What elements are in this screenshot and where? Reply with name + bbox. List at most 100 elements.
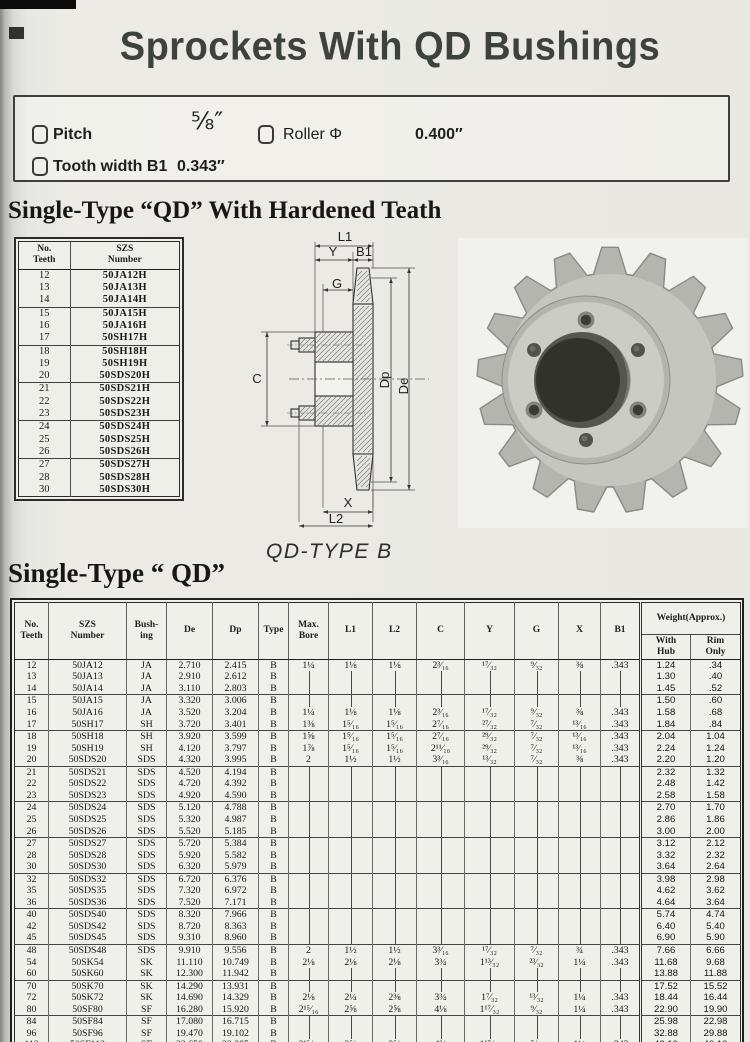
cell-weight-with-hub: 4.64: [639, 896, 691, 909]
cell-l1: [328, 671, 373, 683]
cell-weight-rim-only: 1.20: [690, 754, 741, 767]
cell-weight-with-hub: 18.44: [639, 992, 691, 1004]
cell-teeth: 54: [26, 956, 37, 968]
cell-de: 3.110: [166, 682, 213, 695]
cell-dp: 22.285: [212, 1039, 259, 1042]
cell-y: [464, 861, 515, 874]
cell-g: ¹³⁄₃₂: [514, 992, 559, 1004]
cell-l2: [372, 979, 417, 993]
cell-x: ⅜: [558, 658, 601, 672]
cell-type: B: [258, 789, 289, 802]
cell-c: 3³⁄₁₆: [416, 754, 465, 767]
cell-de: 4.120: [166, 742, 213, 755]
cell-x: [558, 932, 601, 945]
cell-max-bore: [288, 849, 329, 862]
cell-g: [514, 1015, 559, 1029]
cell-type: B: [258, 1027, 289, 1040]
cell-type: B: [258, 896, 289, 909]
cell-szs-number: 50SK70: [48, 979, 127, 993]
cell-c: [416, 825, 465, 838]
cell-x: ¾: [558, 943, 601, 957]
cell-max-bore: [288, 908, 329, 922]
cell-x: ¹³⁄₁₆: [558, 742, 601, 755]
cell-szs-number: 50SDS23: [48, 789, 127, 802]
cell-type: B: [258, 671, 289, 683]
cell-l1: [328, 682, 373, 695]
cell-l2: [372, 789, 417, 802]
scan-edge-mark: [9, 27, 24, 39]
cell-bushing: SF: [126, 1015, 167, 1028]
cell-teeth: 17: [39, 332, 50, 344]
cell-l2: 1½: [372, 754, 417, 767]
cell-szs-number: 50SK60: [48, 968, 127, 981]
cell-type: B: [258, 1003, 289, 1016]
sprocket-row: 25 50SDS25 SDS 5.320 4.987 B 2.86 1.86: [15, 813, 741, 826]
cell-teeth: 15: [14, 694, 49, 708]
cell-de: 6.720: [166, 872, 213, 886]
cell-szs-number: 50SDS42: [48, 920, 127, 933]
cell-szs-number: 50SDS23H: [69, 408, 180, 421]
cell-l1: 2⅝: [328, 1003, 373, 1016]
cell-teeth: 21: [18, 382, 71, 396]
cell-teeth: 21: [14, 765, 49, 779]
sprocket-row: 28 50SDS28 SDS 5.920 5.582 B 3.32 2.32: [15, 849, 741, 862]
cell-weight-with-hub: 3.12: [639, 837, 691, 850]
dim-label-y: Y: [329, 244, 338, 259]
cell-x: [558, 778, 601, 790]
cell-max-bore: 1¼: [288, 658, 329, 672]
cell-max-bore: [288, 968, 329, 981]
cell-c: [416, 861, 465, 874]
cell-c: [416, 896, 465, 909]
cell-weight-rim-only: 1.42: [690, 778, 741, 790]
cell-y: [464, 778, 515, 790]
col-header-rim-only: Rim Only: [690, 634, 741, 660]
cell-dp: 3.204: [212, 707, 259, 719]
sprocket-row: 16 50JA16 JA 3.520 3.204 B 1¼ 1⅛ 1⅛ 2³⁄₁₆ ¹⁷⁄₃₂ ⁹⁄₃…: [15, 707, 741, 719]
cell-weight-rim-only: 1.70: [690, 801, 741, 814]
cell-y: [464, 849, 515, 862]
cell-bushing: JA: [126, 694, 167, 708]
cell-szs-number: 50SF96: [48, 1027, 127, 1040]
cell-b1: [600, 932, 641, 945]
cell-max-bore: [288, 932, 329, 945]
cell-szs-number: 50SDS24H: [69, 420, 180, 434]
cell-de: 9.910: [166, 943, 213, 957]
col-header-g: G: [514, 602, 559, 660]
cell-y: [464, 671, 515, 683]
cell-l2: [372, 872, 417, 886]
cell-c: [416, 671, 465, 683]
scan-edge-mark: [0, 0, 76, 9]
cell-weight-rim-only: .68: [690, 707, 741, 719]
sprocket-row: 32 50SDS32 SDS 6.720 6.376 B 3.98 2.98: [14, 872, 741, 886]
cell-g: ⁹⁄₃₂: [514, 707, 559, 719]
cell-bushing: SDS: [126, 778, 167, 790]
sprocket-row: 12 50JA12 JA 2.710 2.415 B 1¼ 1⅛ 1⅛ 2³⁄₁₆ ¹⁷⁄₃₂ ⁹⁄₃…: [14, 658, 741, 672]
dim-label-l1: L1: [338, 229, 352, 244]
cell-b1: .343: [600, 658, 641, 672]
cell-y: ²⁹⁄₃₂: [464, 742, 515, 755]
cell-l2: [372, 885, 417, 897]
cell-x: [558, 1027, 601, 1040]
cell-type: B: [258, 825, 289, 838]
cell-type: B: [258, 956, 289, 969]
cell-g: ⁷⁄₃₂: [514, 1039, 559, 1042]
cell-l1: [328, 968, 373, 981]
pitch-label: Pitch: [53, 126, 93, 143]
cell-c: [416, 872, 465, 886]
cell-teeth: 14: [26, 682, 37, 694]
dim-label-g: G: [332, 276, 342, 291]
sprocket-row: 15 50JA15 JA 3.320 3.006 B 1.50.60: [14, 694, 741, 708]
cell-weight-rim-only: 2.64: [690, 861, 741, 874]
sprocket-row: 22 50SDS22 SDS 4.720 4.392 B 2.48 1.42: [15, 778, 741, 790]
cell-szs-number: 50JA16H: [69, 319, 180, 333]
cell-bushing: SH: [126, 742, 167, 755]
tooth-section-bottom: [352, 453, 374, 491]
cell-x: [558, 825, 601, 838]
cell-teeth: 15: [18, 306, 71, 320]
hardened-row: 28 50SDS28H: [19, 471, 180, 484]
cell-szs-number: 50SDS28H: [69, 471, 180, 484]
cell-teeth: 72: [26, 992, 37, 1004]
cell-c: [416, 1027, 465, 1040]
cell-y: ¹⁷⁄₃₂: [464, 943, 515, 957]
checkbox-pitch: [32, 125, 48, 144]
